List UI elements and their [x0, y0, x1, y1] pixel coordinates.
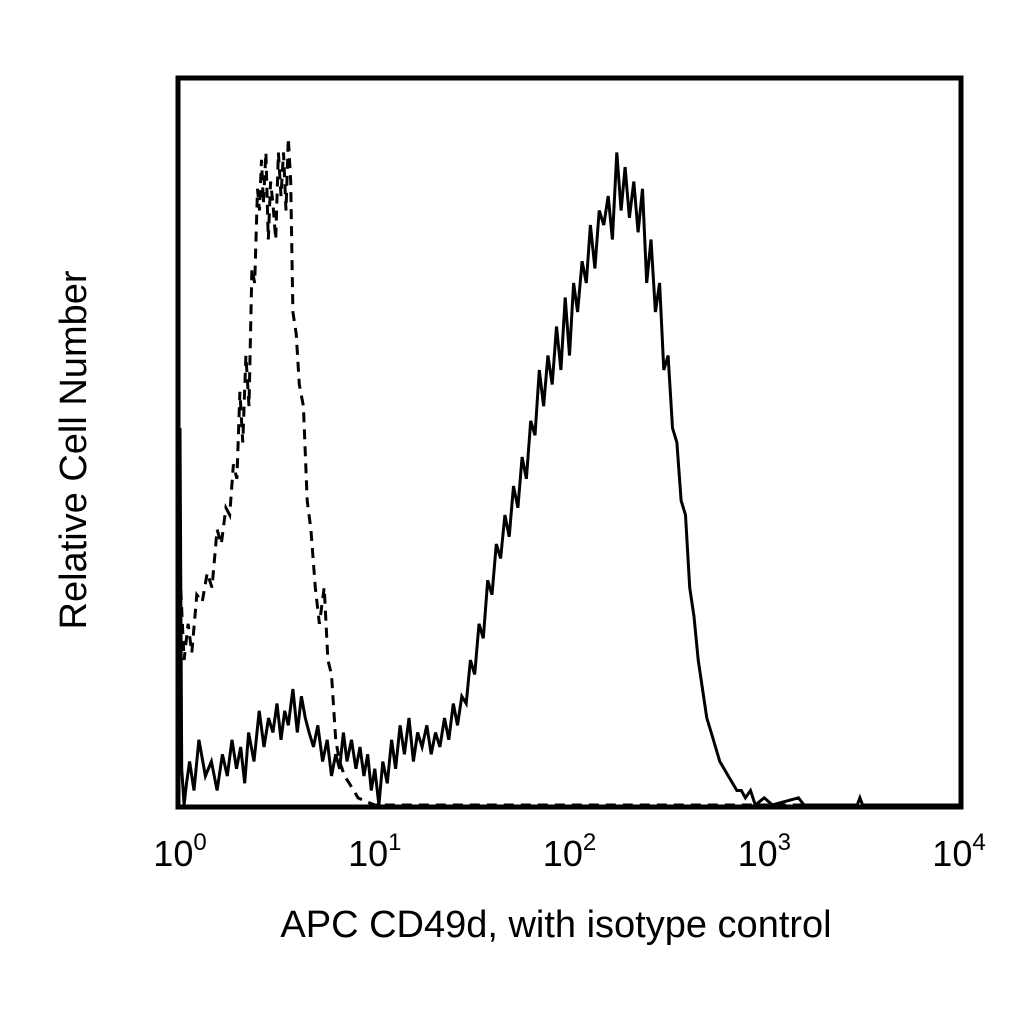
x-tick-base: 10: [738, 833, 778, 874]
cd49d-series: [178, 152, 959, 808]
x-tick-base: 10: [932, 833, 972, 874]
x-tick-exponent: 3: [778, 829, 791, 856]
x-tick-label: 100: [153, 829, 206, 874]
x-tick-exponent: 4: [972, 829, 985, 856]
x-tick-label: 102: [543, 829, 596, 874]
x-tick-exponent: 1: [388, 829, 401, 856]
plot-frame: [175, 75, 964, 810]
isotype-control-series: [178, 137, 959, 807]
x-tick-labels: 100 101 102 103 104: [153, 829, 985, 874]
x-tick-exponent: 2: [583, 829, 596, 856]
x-tick-exponent: 0: [193, 829, 206, 856]
x-tick-base: 10: [348, 833, 388, 874]
x-tick-label: 104: [932, 829, 985, 874]
x-tick-base: 10: [153, 833, 193, 874]
x-axis-label: APC CD49d, with isotype control: [280, 904, 831, 946]
x-tick-base: 10: [543, 833, 583, 874]
x-tick-label: 103: [738, 829, 791, 874]
x-tick-label: 101: [348, 829, 401, 874]
y-axis-label: Relative Cell Number: [53, 270, 95, 629]
series-layer: [178, 137, 959, 808]
